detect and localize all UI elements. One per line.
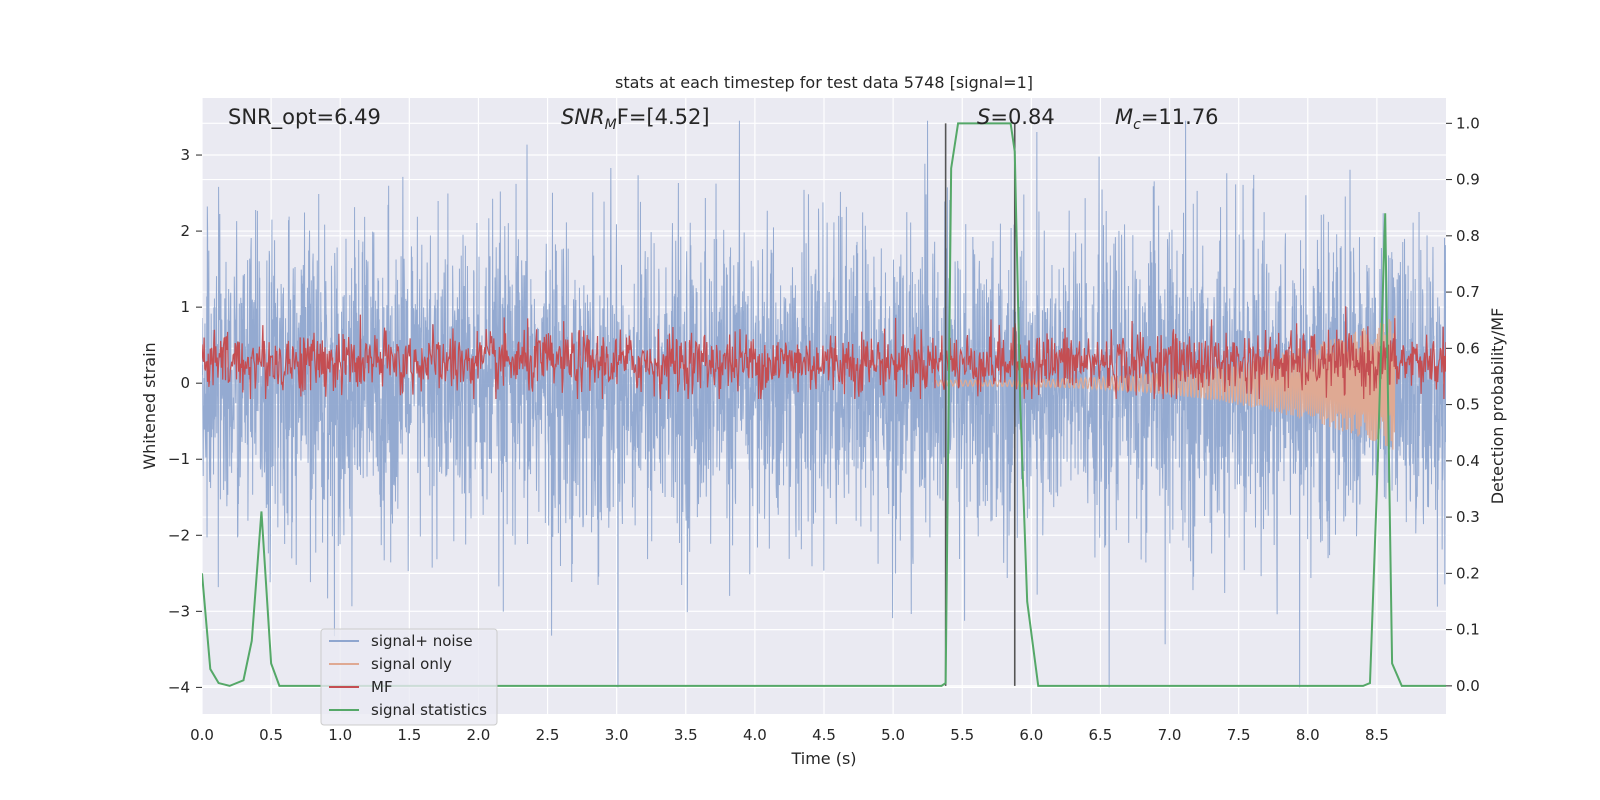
y-right-tick-label: 0.9 (1456, 171, 1480, 189)
x-tick-label: 4.0 (743, 726, 767, 744)
chart-title: stats at each timestep for test data 574… (615, 73, 1033, 92)
y-tick-label: 2 (180, 222, 190, 240)
series-signal-plus-noise (202, 120, 1446, 688)
y-axis-label-left: Whitened strain (140, 342, 159, 469)
legend-label-signal-noise: signal+ noise (371, 632, 473, 650)
x-tick-label: 2.0 (467, 726, 491, 744)
y-tick-label: 0 (180, 374, 190, 392)
annotation-snr-mf: SNRMF=[4.52] (561, 105, 710, 133)
x-tick-label: 3.0 (605, 726, 629, 744)
ticks: 0.0 0.5 1.0 1.5 2.0 2.5 3.0 3.5 4.0 4.5 5.0 5.5 6.0 6… (168, 114, 1480, 744)
x-tick-label: 0.5 (259, 726, 283, 744)
y-tick-label: −1 (168, 450, 190, 468)
series-layer (202, 120, 1446, 688)
annotation-snr-opt: SNR_opt=6.49 (228, 105, 381, 130)
series-signal-statistics (202, 122, 1446, 687)
x-tick-label: 7.5 (1227, 726, 1251, 744)
x-tick-label: 8.0 (1296, 726, 1320, 744)
legend-box (320, 628, 498, 726)
y-right-tick-label: 0.0 (1456, 677, 1480, 695)
y-right-tick-label: 0.7 (1456, 283, 1480, 301)
x-tick-label: 6.0 (1019, 726, 1043, 744)
x-tick-label: 1.5 (397, 726, 421, 744)
x-tick-label: 2.5 (536, 726, 560, 744)
x-tick-label: 7.0 (1158, 726, 1182, 744)
x-tick-label: 1.0 (328, 726, 352, 744)
y-right-tick-label: 0.1 (1456, 621, 1480, 639)
y-right-tick-label: 0.5 (1456, 396, 1480, 414)
legend-label-signal-statistics: signal statistics (371, 701, 487, 719)
y-tick-label: 1 (180, 298, 190, 316)
y-right-tick-label: 0.4 (1456, 452, 1480, 470)
annotation-s: S=0.84 (977, 105, 1055, 129)
y-tick-label: −2 (168, 526, 190, 544)
x-tick-label: 3.5 (674, 726, 698, 744)
y-right-tick-label: 1.0 (1456, 114, 1480, 132)
y-right-tick-label: 0.8 (1456, 227, 1480, 245)
legend: signal+ noise signal only MF signal stat… (320, 628, 498, 726)
y-tick-label: −4 (168, 678, 190, 696)
legend-label-signal-only: signal only (371, 655, 452, 673)
series-mf (202, 306, 1446, 400)
x-tick-label: 6.5 (1089, 726, 1113, 744)
x-axis-label: Time (s) (790, 749, 856, 768)
x-tick-label: 4.5 (812, 726, 836, 744)
y-axis-label-right: Detection probability/MF (1488, 308, 1507, 505)
y-right-tick-label: 0.3 (1456, 508, 1480, 526)
y-right-tick-label: 0.6 (1456, 339, 1480, 357)
x-tick-label: 8.5 (1365, 726, 1389, 744)
x-tick-label: 0.0 (190, 726, 214, 744)
y-tick-label: −3 (168, 602, 190, 620)
y-right-tick-label: 0.2 (1456, 564, 1480, 582)
legend-label-mf: MF (371, 678, 393, 696)
annotation-mc: Mc=11.76 (1115, 105, 1219, 133)
x-tick-label: 5.0 (881, 726, 905, 744)
series-signal-only (934, 315, 1396, 450)
y-tick-label: 3 (180, 146, 190, 164)
x-tick-label: 5.5 (950, 726, 974, 744)
